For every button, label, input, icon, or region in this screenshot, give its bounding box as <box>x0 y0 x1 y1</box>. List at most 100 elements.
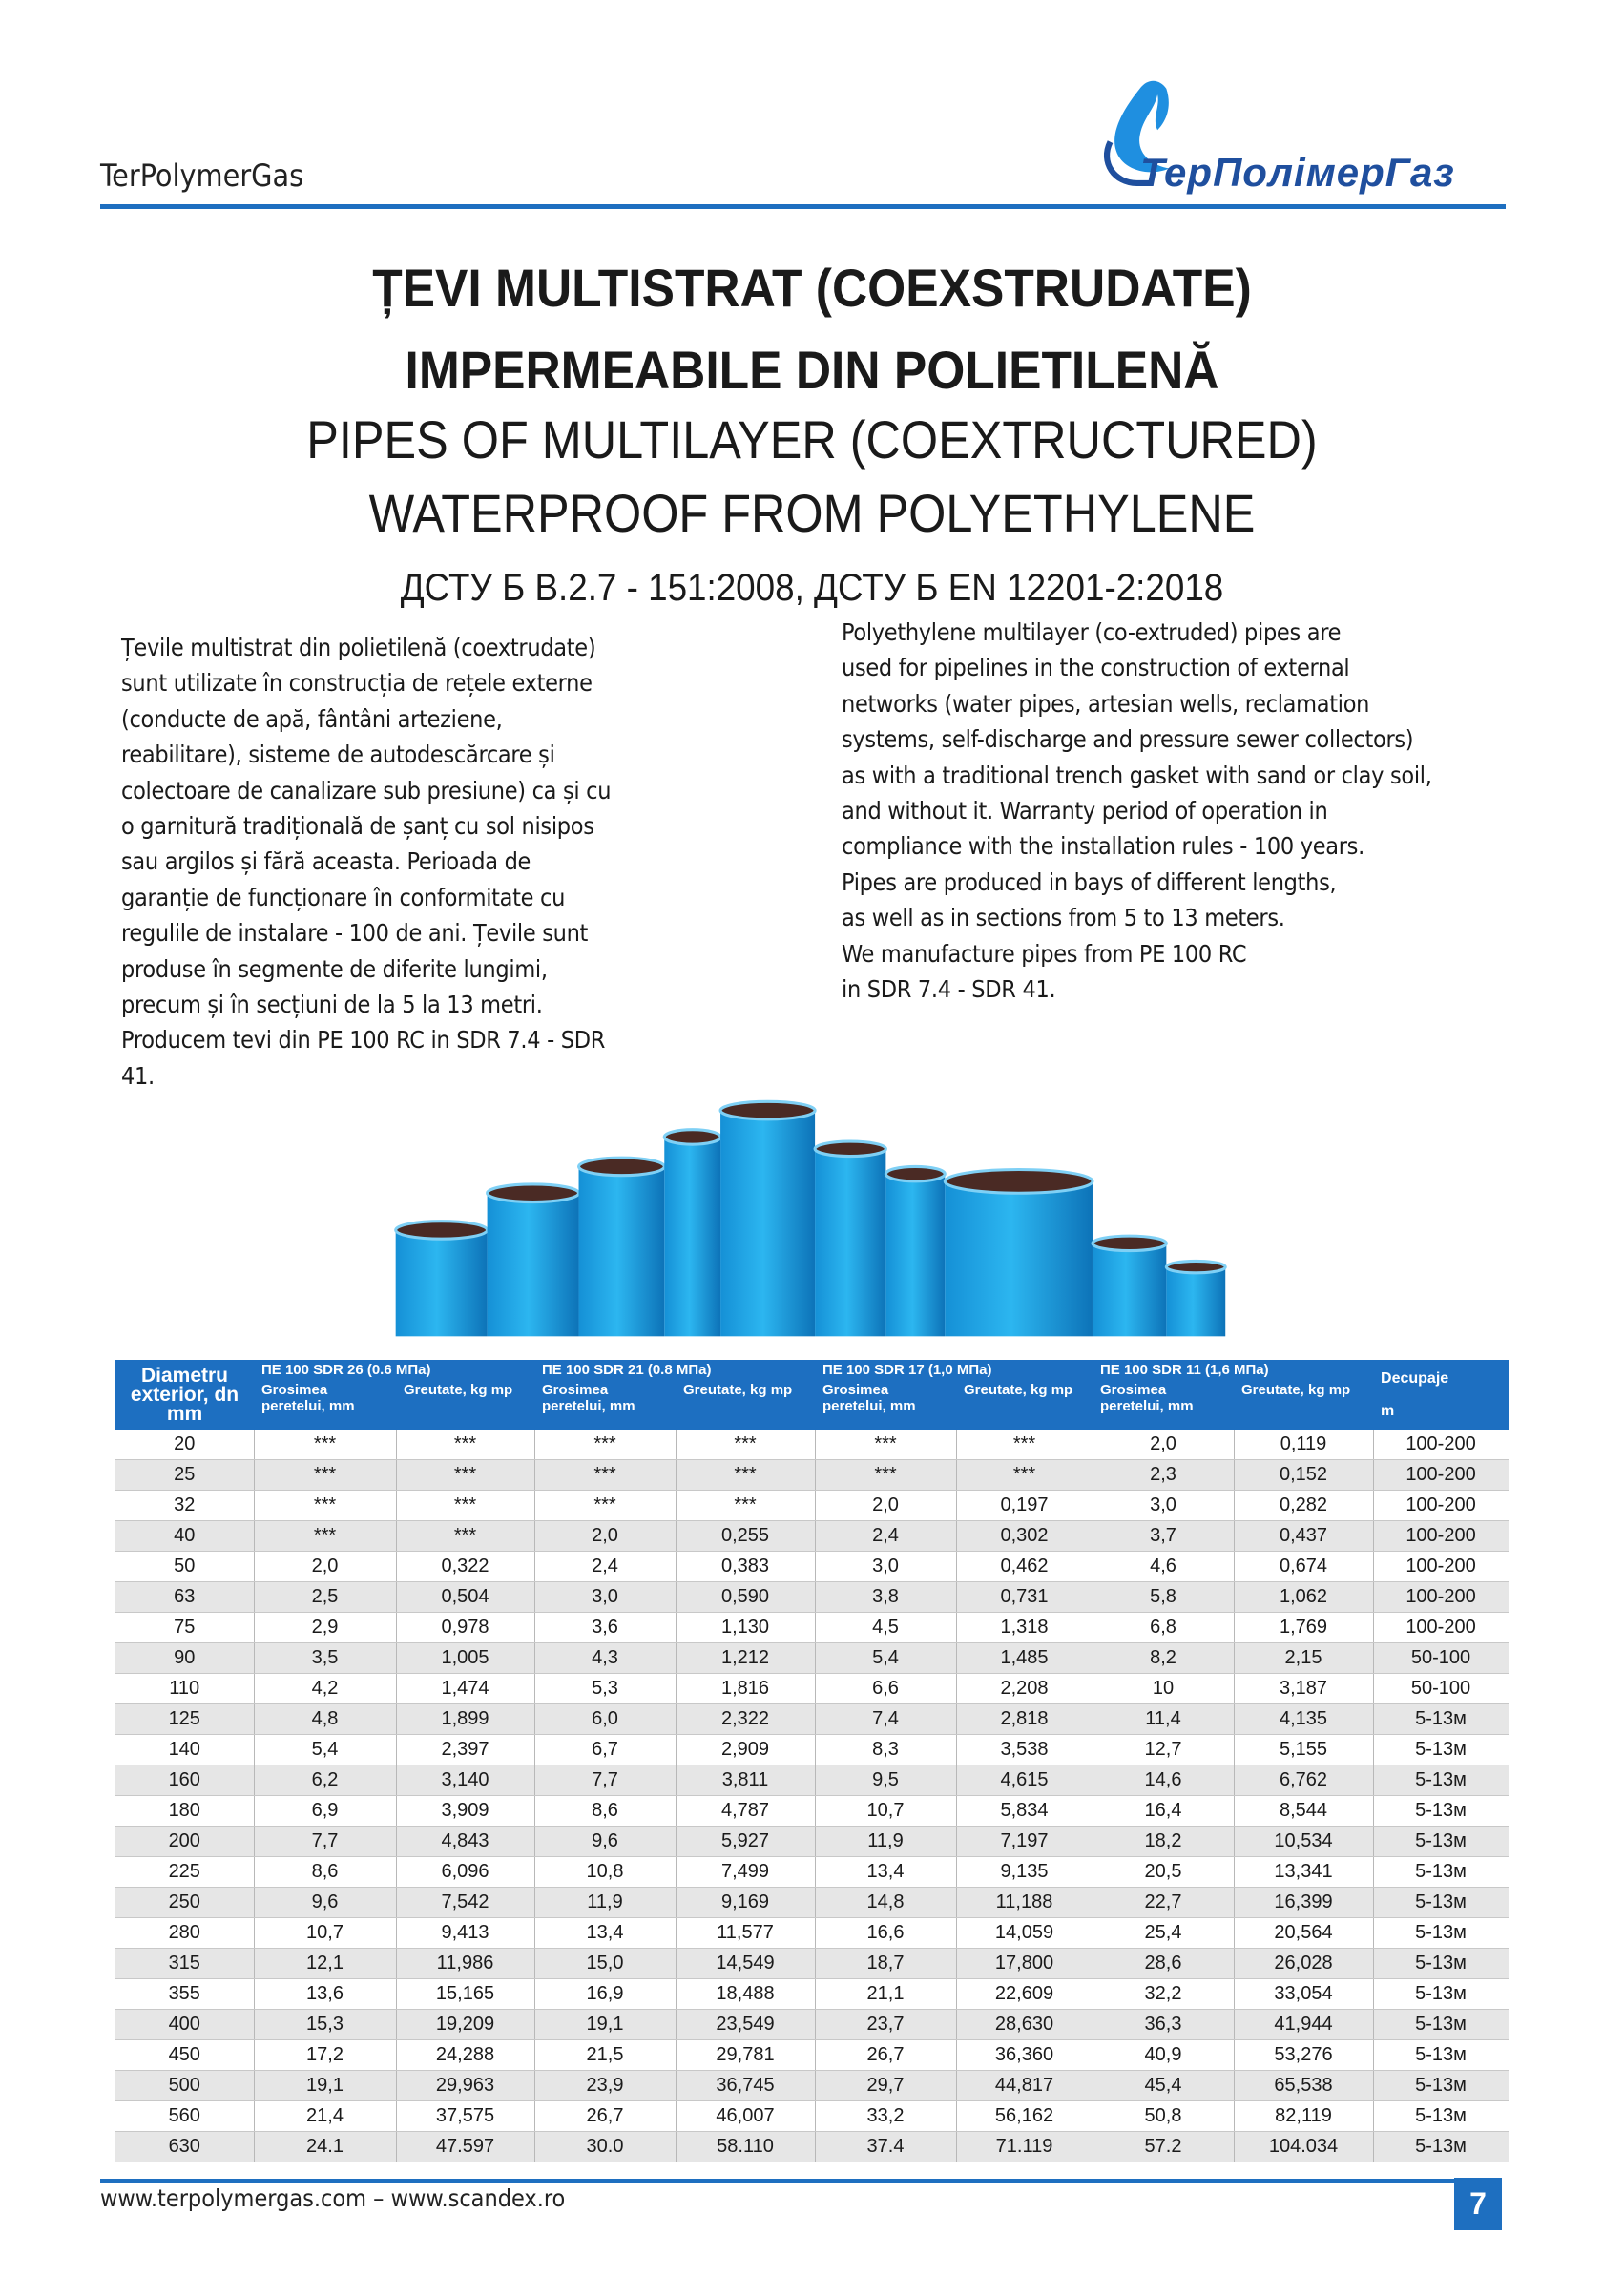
table-cell: 100-200 <box>1373 1490 1509 1521</box>
table-cell: 3,8 <box>815 1581 957 1613</box>
text-line: regulile de instalare - 100 de ani. Țevi… <box>121 919 589 948</box>
title: WATERPROOF FROM POLYETHYLENE <box>368 483 1256 543</box>
table-cell: 4,6 <box>1093 1551 1235 1582</box>
page-number: 7 <box>1454 2178 1502 2230</box>
table-cell: 18,488 <box>676 1978 816 2010</box>
logo-text: ТерПолімерГаз <box>1140 150 1455 195</box>
table-cell: 2,5 <box>254 1581 397 1613</box>
table-cell: 5-13м <box>1373 1734 1509 1765</box>
table-cell: 13,341 <box>1234 1856 1374 1888</box>
table-cell: 20 <box>115 1430 255 1460</box>
subheader: Greutate, kg mp <box>956 1380 1093 1430</box>
table-cell: 4,787 <box>676 1795 816 1827</box>
table-cell: 5-13м <box>1373 1703 1509 1735</box>
table-row: 50 2,0 0,322 2,4 0,383 3,0 0,462 4,6 0,674 100-20… <box>115 1551 1509 1582</box>
table-cell: 45,4 <box>1093 2070 1235 2101</box>
table-cell: 8,544 <box>1234 1795 1374 1827</box>
table-cell: 100-200 <box>1373 1581 1509 1613</box>
table-cell: 21,4 <box>254 2100 397 2132</box>
table-cell: 1,816 <box>676 1673 816 1704</box>
table-cell: 0,152 <box>1234 1459 1374 1491</box>
table-cell: 44,817 <box>956 2070 1093 2101</box>
table-cell: 25,4 <box>1093 1917 1235 1949</box>
text-line: compliance with the installation rules -… <box>842 832 1364 861</box>
table-cell: 6,096 <box>396 1856 535 1888</box>
table-cell: 15,3 <box>254 2009 397 2040</box>
table-row: 630 24.1 47.597 30.0 58.110 37.4 71.119 57.2 104… <box>115 2131 1509 2162</box>
table-cell: 10,7 <box>254 1917 397 1949</box>
table-row: 180 6,9 3,909 8,6 4,787 10,7 5,834 16,4 8,544 5-1… <box>115 1795 1509 1827</box>
table-cell: 5-13м <box>1373 2131 1509 2162</box>
table-cell: 36,3 <box>1093 2009 1235 2040</box>
table-cell: 6,2 <box>254 1765 397 1796</box>
table-cell: 11,9 <box>815 1826 957 1857</box>
table-cell: 1,485 <box>956 1642 1093 1674</box>
table-cell: 100-200 <box>1373 1430 1509 1460</box>
text-line: and without it. Warranty period of opera… <box>842 797 1328 825</box>
subheader: Grosimea peretelui, mm <box>254 1380 396 1430</box>
table-cell: 4,843 <box>396 1826 535 1857</box>
text-line: reabilitare), sisteme de autodescărcare … <box>121 741 555 769</box>
table-cell: 100-200 <box>1373 1551 1509 1582</box>
table-cell: 5-13м <box>1373 2039 1509 2071</box>
table-cell: 5,3 <box>534 1673 677 1704</box>
table-cell: 9,169 <box>676 1887 816 1918</box>
table-cell: 2,0 <box>534 1520 677 1552</box>
text-line: Polyethylene multilayer (co-extruded) pi… <box>842 618 1342 646</box>
brand: TerPolymerGas <box>100 157 304 194</box>
table-cell: 0,731 <box>956 1581 1093 1613</box>
table-cell: 5,834 <box>956 1795 1093 1827</box>
text-line: We manufacture pipes from PE 100 RC <box>842 939 1247 968</box>
table-cell: *** <box>815 1459 957 1491</box>
table-cell: 29,781 <box>676 2039 816 2071</box>
header-cell: Decupaje m <box>1373 1360 1509 1430</box>
table-cell: 37.4 <box>815 2131 957 2162</box>
table-cell: 9,135 <box>956 1856 1093 1888</box>
table-cell: 16,399 <box>1234 1887 1374 1918</box>
header-text: Decupaje <box>1381 1370 1449 1387</box>
table-cell: 8,2 <box>1093 1642 1235 1674</box>
text-line: networks (water pipes, artesian wells, r… <box>842 689 1370 718</box>
table-cell: 11,9 <box>534 1887 677 1918</box>
table-cell: *** <box>396 1490 535 1521</box>
table-cell: 5,155 <box>1234 1734 1374 1765</box>
table-cell: 8,6 <box>254 1856 397 1888</box>
table-cell: 6,0 <box>534 1703 677 1735</box>
table-row: 110 4,2 1,474 5,3 1,816 6,6 2,208 10 3,187 50-100 <box>115 1673 1509 1704</box>
table-cell: 7,197 <box>956 1826 1093 1857</box>
table-row: 63 2,5 0,504 3,0 0,590 3,8 0,731 5,8 1,062 100-20… <box>115 1581 1509 1613</box>
table-cell: 26,7 <box>534 2100 677 2132</box>
table-cell: 6,762 <box>1234 1765 1374 1796</box>
text-line: as with a traditional trench gasket with… <box>842 761 1432 789</box>
table-cell: 1,130 <box>676 1612 816 1643</box>
table-cell: 7,542 <box>396 1887 535 1918</box>
title: PIPES OF MULTILAYER (COEXTRUCTURED) <box>306 409 1318 470</box>
table-row: 500 19,1 29,963 23,9 36,745 29,7 44,817 45,4 65,… <box>115 2070 1509 2101</box>
table-cell: 28,6 <box>1093 1948 1235 1979</box>
table-cell: 8,6 <box>534 1795 677 1827</box>
table-cell: 5-13м <box>1373 1826 1509 1857</box>
table-cell: 100-200 <box>1373 1612 1509 1643</box>
table-cell: 16,6 <box>815 1917 957 1949</box>
table-cell: 5,8 <box>1093 1581 1235 1613</box>
table-cell: 2,0 <box>815 1490 957 1521</box>
table-cell: 3,811 <box>676 1765 816 1796</box>
title: ȚEVI MULTISTRAT (COEXSTRUDATE) <box>372 258 1252 318</box>
table-cell: 1,899 <box>396 1703 535 1735</box>
table-cell: 2,397 <box>396 1734 535 1765</box>
text-line: precum și în secțiuni de la 5 la 13 metr… <box>121 991 543 1019</box>
text-line: 41. <box>121 1061 155 1090</box>
subheader: Grosimea peretelui, mm <box>534 1380 676 1430</box>
table-cell: 33,2 <box>815 2100 957 2132</box>
table-row: 90 3,5 1,005 4,3 1,212 5,4 1,485 8,2 2,15 50-100 <box>115 1642 1509 1674</box>
table-cell: 1,769 <box>1234 1612 1374 1643</box>
table-cell: *** <box>396 1430 535 1460</box>
header-rule <box>100 204 1506 209</box>
table-cell: 9,413 <box>396 1917 535 1949</box>
table-cell: 10,7 <box>815 1795 957 1827</box>
table-cell: 75 <box>115 1612 255 1643</box>
paragraph-en: Polyethylene multilayer (co-extruded) pi… <box>842 615 1432 1007</box>
table-row: 20 *** *** *** *** *** *** 2,0 0,119 100-200 <box>115 1430 1509 1460</box>
table-cell: 46,007 <box>676 2100 816 2132</box>
table-cell: *** <box>534 1490 677 1521</box>
